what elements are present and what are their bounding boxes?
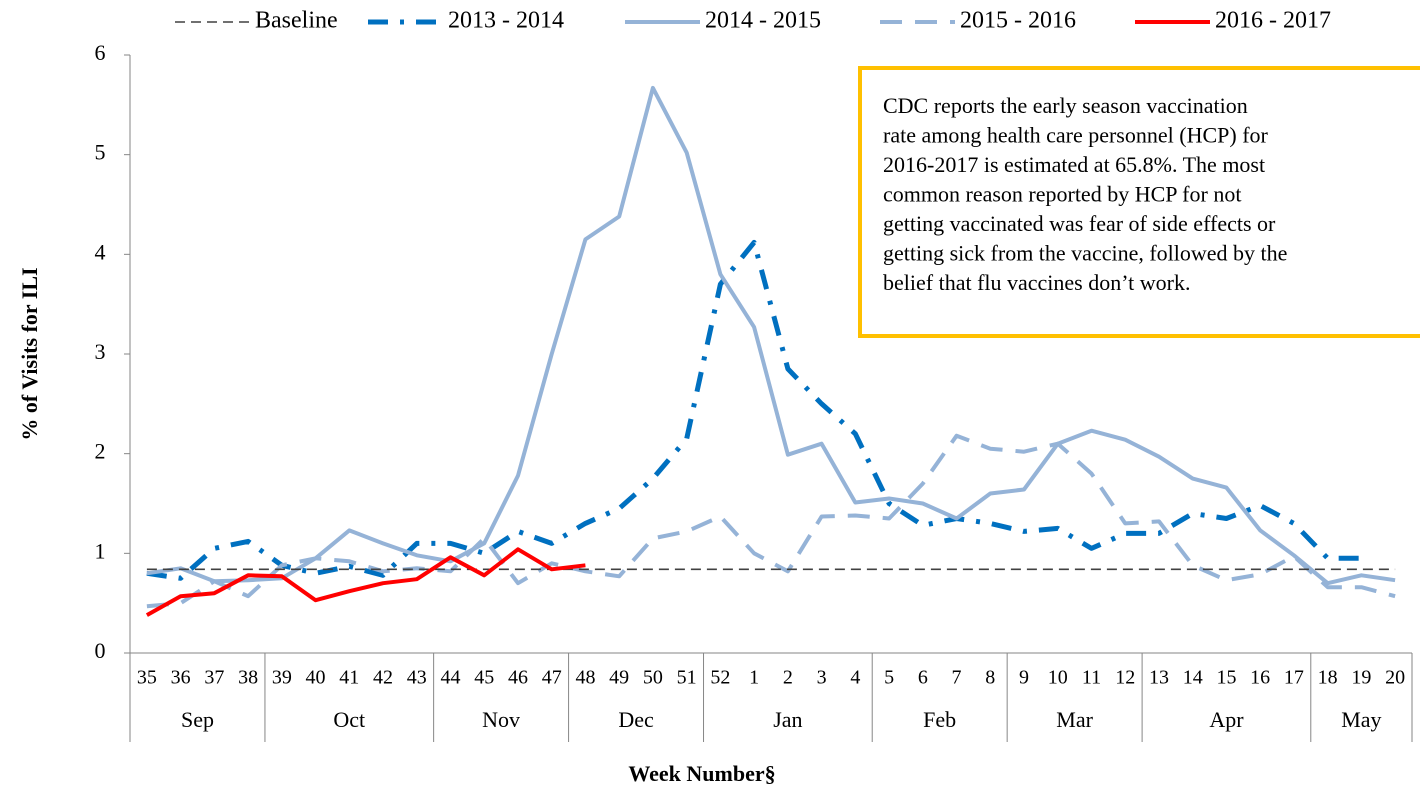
legend-label: 2015 - 2016 [960, 8, 1076, 34]
x-tick-label: 3 [817, 667, 827, 689]
x-tick-label: 7 [952, 667, 962, 689]
x-tick-label: 48 [575, 667, 595, 689]
month-label: Apr [1209, 707, 1244, 732]
annotation-line: 2016-2017 is estimated at 65.8%. The mos… [883, 152, 1265, 177]
x-tick-label: 44 [441, 667, 461, 689]
x-tick-label: 14 [1183, 667, 1203, 689]
x-tick-label: 10 [1048, 667, 1068, 689]
x-tick-label: 6 [918, 667, 928, 689]
y-tick-label: 1 [95, 538, 106, 563]
x-tick-label: 11 [1082, 667, 1101, 689]
month-label: May [1341, 707, 1381, 732]
legend-label: 2013 - 2014 [448, 8, 564, 34]
x-tick-label: 39 [272, 667, 292, 689]
series-line [146, 239, 1362, 581]
x-tick-label: 35 [137, 667, 157, 689]
x-tick-label: 19 [1351, 667, 1371, 689]
series-line [145, 547, 586, 617]
x-tick-label: 4 [850, 667, 860, 689]
legend-label: 2014 - 2015 [705, 8, 821, 34]
x-tick-label: 16 [1250, 667, 1270, 689]
x-tick-label: 40 [306, 667, 326, 689]
x-tick-label: 47 [542, 667, 562, 689]
legend-label: 2016 - 2017 [1215, 8, 1331, 34]
x-tick-label: 5 [884, 667, 894, 689]
y-tick-label: 5 [95, 140, 106, 165]
series-line [146, 433, 1396, 609]
annotation-line: common reason reported by HCP for not [883, 182, 1241, 207]
x-tick-label: 1 [749, 667, 759, 689]
x-tick-label: 51 [677, 667, 697, 689]
annotation-line: getting vaccinated was fear of side effe… [883, 211, 1276, 236]
x-tick-label: 2 [783, 667, 793, 689]
legend-label: Baseline [255, 8, 338, 34]
y-tick-label: 2 [95, 439, 106, 464]
x-tick-label: 18 [1318, 667, 1338, 689]
month-label: Nov [482, 707, 520, 732]
x-tick-label: 38 [238, 667, 258, 689]
annotation-box [858, 66, 1420, 338]
x-tick-label: 46 [508, 667, 528, 689]
x-tick-label: 36 [171, 667, 191, 689]
x-tick-label: 45 [474, 667, 494, 689]
x-tick-label: 50 [643, 667, 663, 689]
x-tick-label: 37 [204, 667, 224, 689]
y-tick-label: 4 [95, 239, 106, 264]
x-tick-label: 12 [1115, 667, 1135, 689]
month-label: Oct [333, 707, 365, 732]
y-tick-label: 0 [95, 638, 106, 663]
x-tick-label: 17 [1284, 667, 1304, 689]
x-tick-label: 8 [985, 667, 995, 689]
x-tick-label: 49 [609, 667, 629, 689]
series-line [146, 85, 1396, 586]
month-label: Feb [923, 707, 956, 732]
month-label: Sep [181, 707, 214, 732]
annotation-line: rate among health care personnel (HCP) f… [883, 123, 1269, 148]
annotation-line: belief that flu vaccines don’t work. [883, 270, 1191, 295]
x-axis-title: Week Number§ [628, 761, 775, 786]
x-tick-label: 52 [710, 667, 730, 689]
annotation-line: getting sick from the vaccine, followed … [883, 241, 1287, 266]
annotation-line: CDC reports the early season vaccination [883, 93, 1248, 118]
y-tick-label: 6 [95, 40, 106, 65]
month-label: Dec [618, 707, 654, 732]
x-tick-label: 41 [339, 667, 359, 689]
x-tick-label: 43 [407, 667, 427, 689]
x-tick-label: 9 [1019, 667, 1029, 689]
x-tick-label: 13 [1149, 667, 1169, 689]
x-tick-label: 42 [373, 667, 393, 689]
y-tick-label: 3 [95, 339, 106, 364]
x-tick-label: 20 [1385, 667, 1405, 689]
x-tick-label: 15 [1216, 667, 1236, 689]
month-label: Mar [1056, 707, 1093, 732]
month-label: Jan [773, 707, 802, 732]
y-axis-title: % of Visits for ILI [17, 267, 42, 440]
